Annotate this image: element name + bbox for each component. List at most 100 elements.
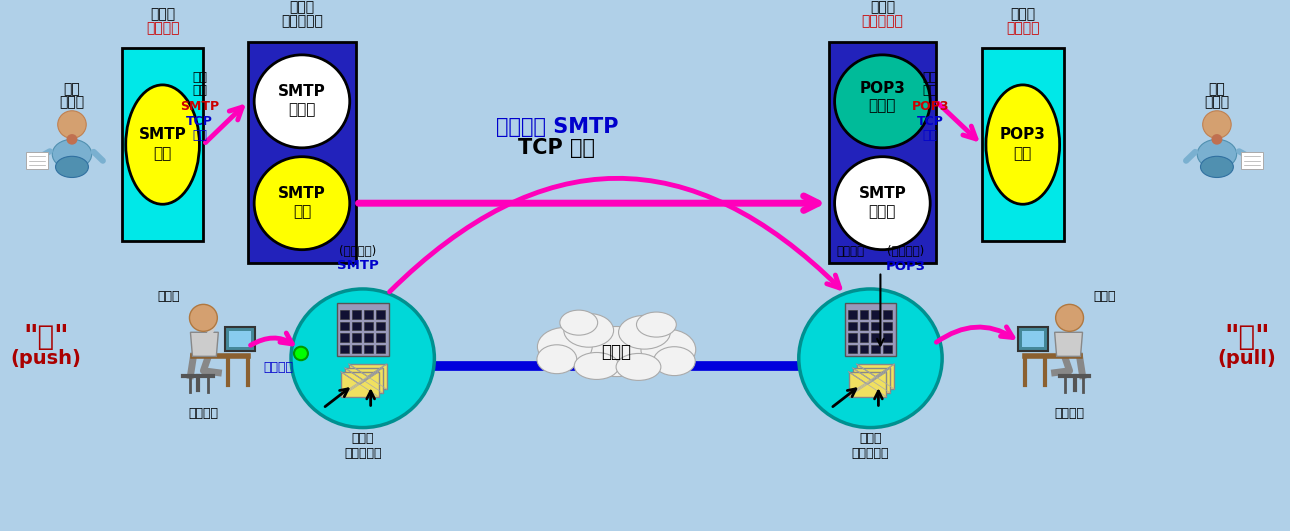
- FancyBboxPatch shape: [339, 333, 348, 342]
- Circle shape: [799, 289, 942, 427]
- FancyBboxPatch shape: [364, 345, 373, 354]
- Text: SMTP: SMTP: [337, 259, 378, 272]
- Ellipse shape: [577, 327, 657, 376]
- FancyBboxPatch shape: [857, 364, 894, 389]
- Text: 连接: 连接: [192, 130, 206, 142]
- Text: 用户代理: 用户代理: [188, 407, 218, 421]
- Ellipse shape: [986, 85, 1059, 204]
- Ellipse shape: [537, 345, 577, 374]
- FancyBboxPatch shape: [226, 328, 255, 350]
- Ellipse shape: [835, 157, 930, 250]
- Ellipse shape: [125, 85, 200, 204]
- Polygon shape: [191, 332, 218, 356]
- Text: 发送方: 发送方: [157, 290, 179, 303]
- FancyBboxPatch shape: [339, 322, 348, 330]
- Text: 邮件服务器: 邮件服务器: [344, 447, 382, 460]
- Text: 接收方: 接收方: [869, 1, 895, 15]
- Text: 邮件服务器: 邮件服务器: [281, 14, 322, 28]
- FancyBboxPatch shape: [872, 333, 880, 342]
- Text: 接收方: 接收方: [1093, 290, 1116, 303]
- FancyBboxPatch shape: [352, 333, 361, 342]
- FancyArrowPatch shape: [937, 327, 1013, 342]
- FancyBboxPatch shape: [337, 303, 388, 356]
- Text: (push): (push): [10, 349, 81, 368]
- FancyBboxPatch shape: [872, 322, 880, 330]
- Text: 用户代理: 用户代理: [1055, 407, 1085, 421]
- Text: (发送邮件): (发送邮件): [339, 245, 377, 258]
- FancyArrowPatch shape: [40, 151, 50, 157]
- Text: "推": "推": [23, 323, 68, 351]
- Text: 发送方: 发送方: [351, 432, 374, 446]
- Polygon shape: [26, 152, 48, 169]
- FancyBboxPatch shape: [848, 322, 857, 330]
- Text: 客户: 客户: [1014, 145, 1032, 161]
- Text: 用户代理: 用户代理: [1006, 21, 1040, 35]
- Polygon shape: [1055, 332, 1082, 356]
- FancyArrowPatch shape: [250, 333, 293, 345]
- FancyBboxPatch shape: [375, 322, 384, 330]
- FancyBboxPatch shape: [1018, 328, 1047, 350]
- FancyArrowPatch shape: [359, 196, 818, 210]
- FancyBboxPatch shape: [849, 372, 886, 397]
- Ellipse shape: [55, 156, 89, 177]
- Text: 读取: 读取: [922, 71, 938, 84]
- FancyBboxPatch shape: [853, 368, 890, 393]
- FancyBboxPatch shape: [848, 310, 857, 319]
- Text: POP3: POP3: [885, 260, 925, 272]
- Text: 互联网: 互联网: [601, 342, 632, 361]
- Circle shape: [1211, 134, 1223, 144]
- Text: 发送邮件 SMTP: 发送邮件 SMTP: [495, 117, 618, 137]
- Ellipse shape: [1197, 139, 1237, 169]
- FancyBboxPatch shape: [884, 333, 893, 342]
- Text: 客户: 客户: [154, 145, 172, 161]
- Ellipse shape: [53, 139, 92, 169]
- FancyBboxPatch shape: [848, 333, 857, 342]
- FancyBboxPatch shape: [845, 303, 897, 356]
- Text: 服务器: 服务器: [288, 102, 316, 117]
- Ellipse shape: [574, 353, 619, 380]
- Text: 邮件: 邮件: [192, 84, 206, 97]
- FancyBboxPatch shape: [859, 333, 868, 342]
- FancyArrowPatch shape: [1186, 152, 1196, 161]
- FancyArrowPatch shape: [205, 107, 243, 143]
- FancyBboxPatch shape: [375, 345, 384, 354]
- Ellipse shape: [619, 315, 671, 349]
- FancyBboxPatch shape: [884, 345, 893, 354]
- Ellipse shape: [564, 313, 614, 347]
- FancyBboxPatch shape: [344, 368, 383, 393]
- FancyBboxPatch shape: [848, 345, 857, 354]
- Text: 发件方: 发件方: [150, 7, 175, 21]
- FancyBboxPatch shape: [339, 345, 348, 354]
- Text: SMTP: SMTP: [859, 186, 907, 201]
- FancyBboxPatch shape: [230, 331, 252, 347]
- Text: 发件人: 发件人: [59, 95, 85, 109]
- Text: 发送: 发送: [192, 71, 206, 84]
- Ellipse shape: [254, 157, 350, 250]
- FancyBboxPatch shape: [982, 48, 1063, 241]
- FancyBboxPatch shape: [364, 310, 373, 319]
- Text: 客户: 客户: [293, 204, 311, 219]
- FancyBboxPatch shape: [352, 322, 361, 330]
- Text: SMTP: SMTP: [279, 186, 326, 201]
- Circle shape: [1055, 304, 1084, 331]
- Text: 连接: 连接: [922, 130, 938, 142]
- Ellipse shape: [654, 347, 695, 375]
- FancyBboxPatch shape: [375, 333, 384, 342]
- FancyBboxPatch shape: [872, 310, 880, 319]
- Circle shape: [190, 304, 217, 331]
- Text: 邮件服务器: 邮件服务器: [851, 447, 889, 460]
- FancyBboxPatch shape: [859, 310, 868, 319]
- Text: SMTP: SMTP: [139, 127, 187, 142]
- Text: SMTP: SMTP: [279, 84, 326, 99]
- Text: POP3: POP3: [859, 81, 906, 96]
- Text: 收件人: 收件人: [1205, 95, 1229, 109]
- Text: POP3: POP3: [912, 100, 949, 113]
- FancyBboxPatch shape: [0, 10, 1290, 531]
- FancyBboxPatch shape: [872, 345, 880, 354]
- Ellipse shape: [617, 354, 660, 380]
- Text: 邮件缓存: 邮件缓存: [263, 362, 293, 374]
- FancyBboxPatch shape: [352, 345, 361, 354]
- Circle shape: [67, 134, 77, 144]
- Text: 接收方: 接收方: [1010, 7, 1036, 21]
- Text: SMTP: SMTP: [179, 100, 219, 113]
